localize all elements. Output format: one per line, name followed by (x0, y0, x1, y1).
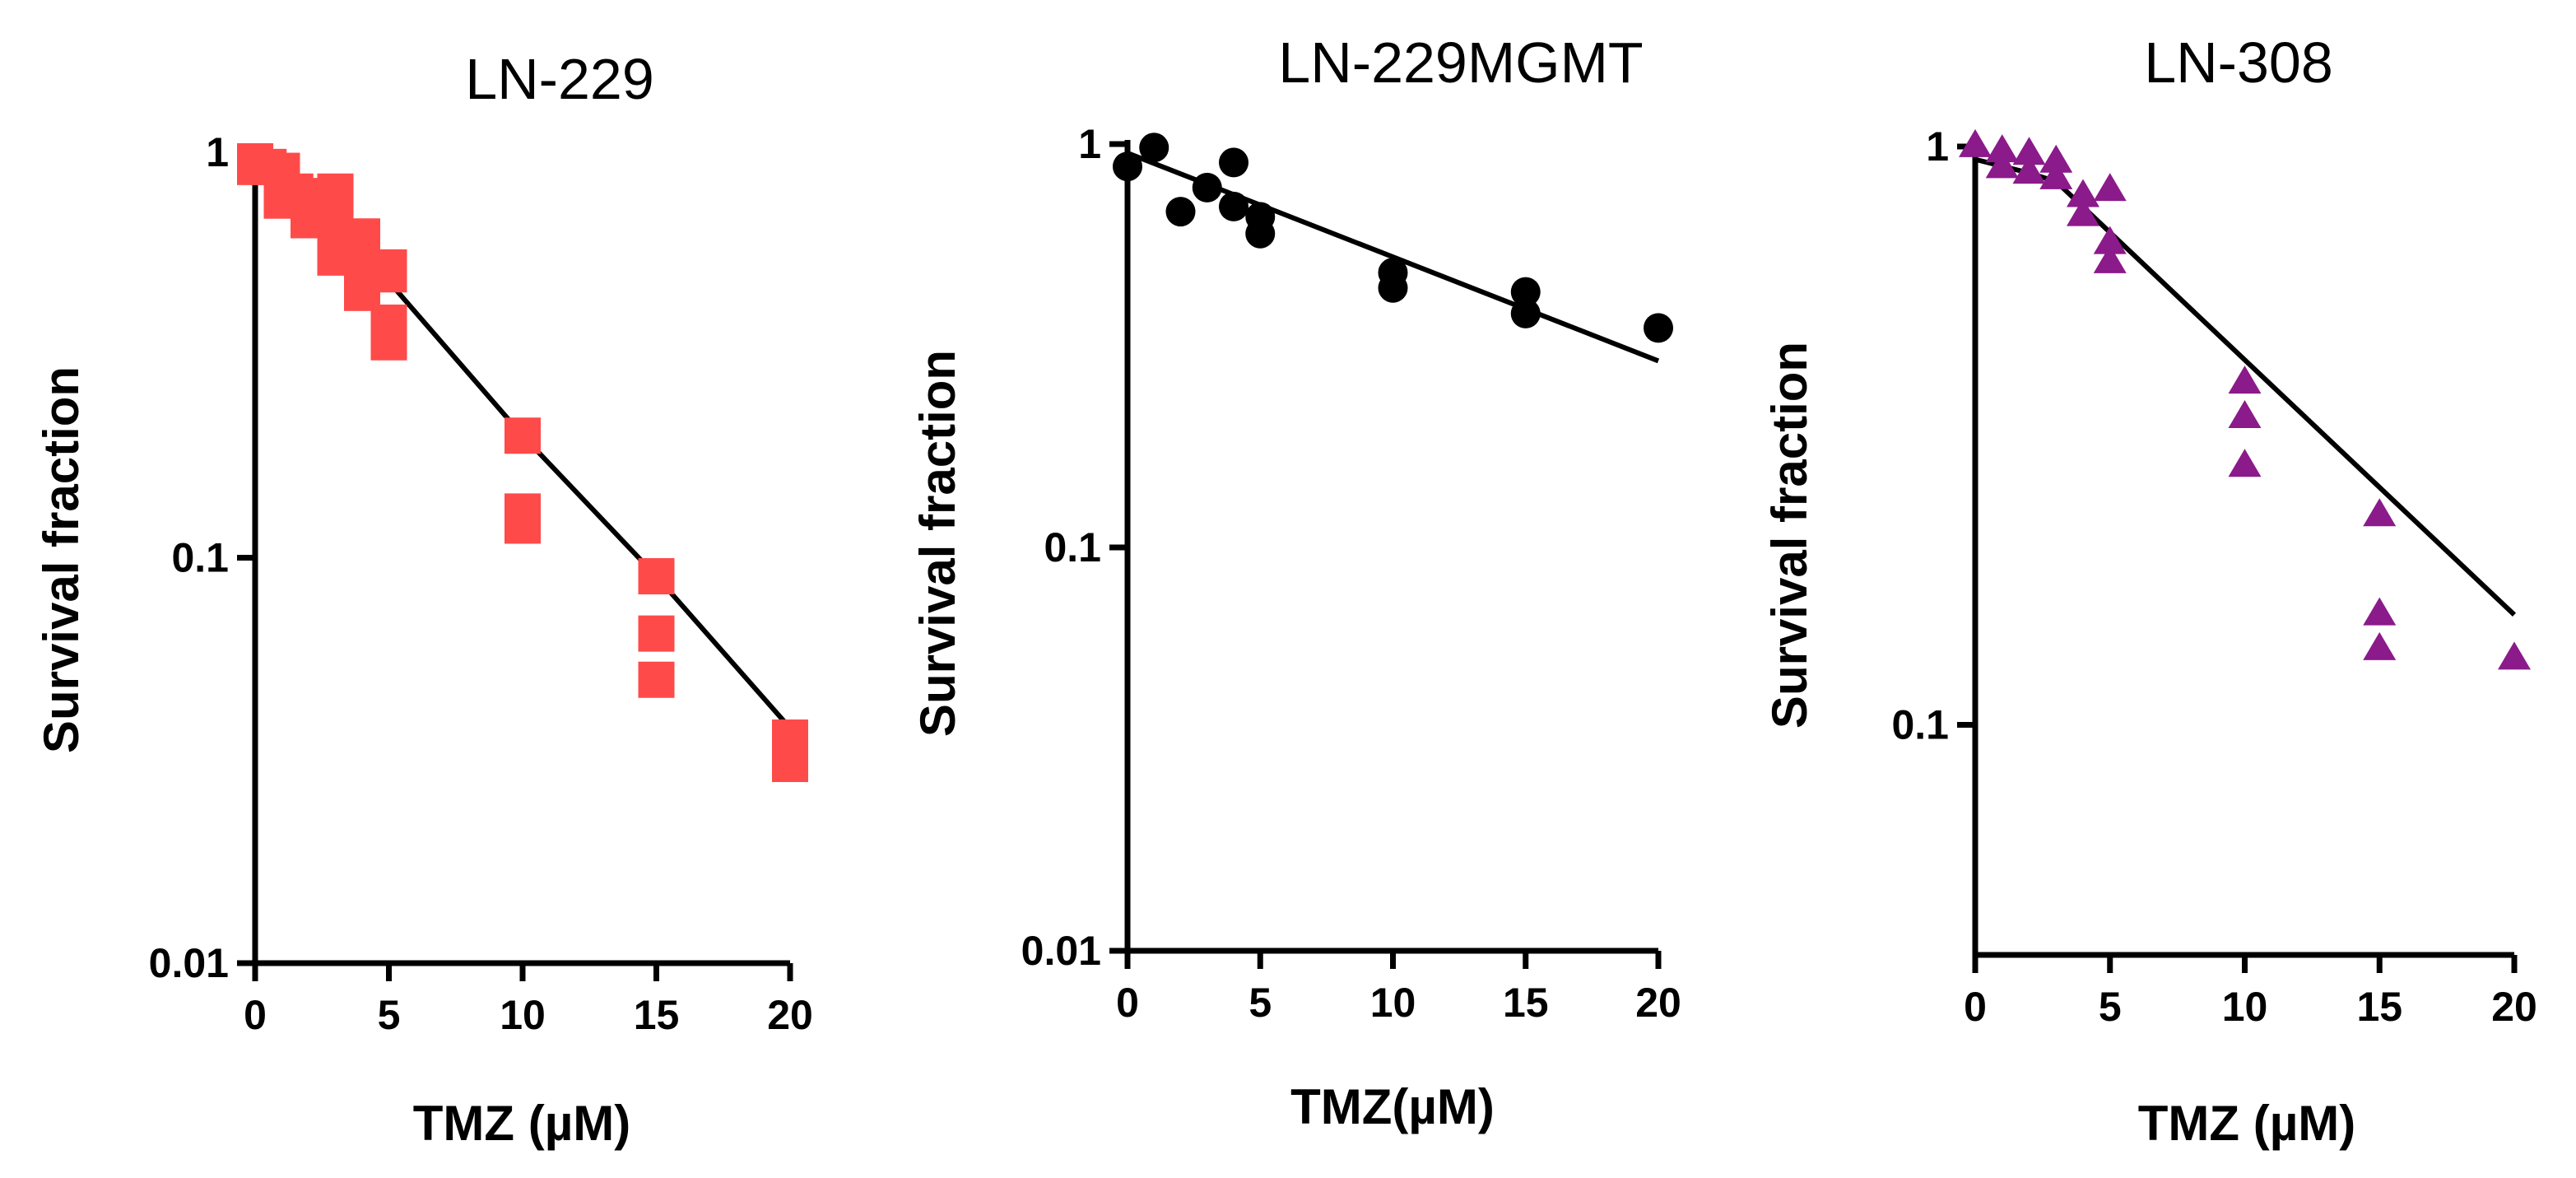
data-point (1219, 191, 1248, 221)
data-point (2067, 179, 2099, 207)
y-tick-label: 0.01 (149, 940, 229, 986)
x-tick-label: 10 (2222, 984, 2268, 1030)
x-tick-label: 15 (2356, 984, 2402, 1030)
panel-ln229mgmt: LN-229MGMT Survival fraction TMZ(µM) 0.0… (910, 30, 1681, 1134)
data-point (505, 417, 541, 454)
x-tick-label: 10 (500, 992, 546, 1038)
data-point (370, 256, 407, 293)
y-tick-label: 1 (1926, 123, 1949, 170)
data-point (1510, 298, 1541, 328)
plot-area: 0.110 5 10 15 20 (1891, 123, 2536, 1030)
plot-area: 0.010.110 5 10 15 20 (149, 129, 813, 1038)
data-point (638, 558, 675, 595)
data-point (772, 746, 808, 783)
y-tick-label: 0.1 (1044, 524, 1101, 570)
data-point (1245, 218, 1276, 249)
x-tick-label: 10 (1370, 980, 1416, 1026)
data-point (505, 507, 541, 544)
x-tick-label: 0 (1116, 980, 1139, 1026)
data-point (1644, 313, 1673, 343)
y-tick-label: 0.1 (171, 535, 229, 581)
panel-ln229: LN-229 Survival fraction TMZ (µM) 0.01 0.… (34, 47, 813, 1151)
y-tick-label: 1 (1078, 121, 1101, 167)
panel-ln308: LN-308 Survival fraction TMZ (µM) 0.110 5… (1762, 30, 2537, 1151)
y-axis-label: Survival fraction (34, 366, 89, 753)
y-tick-label: 1 (206, 129, 229, 175)
data-point (2039, 144, 2073, 173)
data-point (1113, 151, 1142, 182)
plot-area: 0.010.110 5 10 15 20 (1021, 121, 1681, 1026)
panel-title: LN-308 (2144, 30, 2333, 95)
data-point (638, 661, 675, 698)
data-point (2093, 226, 2127, 254)
data-point (2363, 631, 2397, 660)
data-point (1139, 133, 1169, 163)
data-point (1378, 272, 1408, 303)
panel-title: LN-229 (465, 47, 654, 111)
data-point (2093, 244, 2127, 273)
y-tick-label: 0.01 (1021, 928, 1101, 974)
data-point (638, 615, 675, 652)
data-point (2363, 498, 2397, 527)
data-point (1959, 128, 1992, 157)
y-axis-label: Survival fraction (910, 350, 965, 737)
data-point (2228, 449, 2262, 477)
data-point (1219, 147, 1248, 178)
data-point (1985, 134, 2019, 163)
y-tick-label: 0.1 (1891, 701, 1949, 747)
y-axis-label: Survival fraction (1762, 342, 1817, 729)
x-axis-label: TMZ (µM) (2138, 1096, 2355, 1151)
data-point (2093, 173, 2127, 202)
x-tick-label: 5 (1248, 980, 1272, 1026)
data-point (2228, 366, 2262, 394)
x-axis-label: TMZ (µM) (413, 1096, 630, 1151)
data-point (1165, 197, 1196, 227)
data-point (1985, 150, 2019, 179)
data-point (2363, 597, 2397, 626)
data-point (2012, 156, 2046, 184)
x-tick-label: 0 (1964, 984, 1987, 1030)
x-tick-label: 0 (244, 992, 267, 1038)
data-point (2228, 400, 2262, 429)
x-tick-label: 20 (2491, 984, 2537, 1030)
data-point (2039, 161, 2073, 189)
x-tick-label: 15 (634, 992, 680, 1038)
x-axis-label: TMZ(µM) (1290, 1079, 1495, 1134)
data-point (370, 324, 407, 361)
data-point (2498, 641, 2531, 670)
data-point (1192, 172, 1222, 203)
x-tick-label: 15 (1503, 980, 1549, 1026)
x-tick-label: 5 (378, 992, 401, 1038)
panel-title: LN-229MGMT (1278, 30, 1643, 95)
data-point (1510, 277, 1541, 307)
x-tick-label: 5 (2099, 984, 2122, 1030)
x-tick-label: 20 (1635, 980, 1681, 1026)
x-tick-label: 20 (767, 992, 813, 1038)
data-point (2012, 137, 2046, 165)
data-point (2067, 198, 2099, 226)
